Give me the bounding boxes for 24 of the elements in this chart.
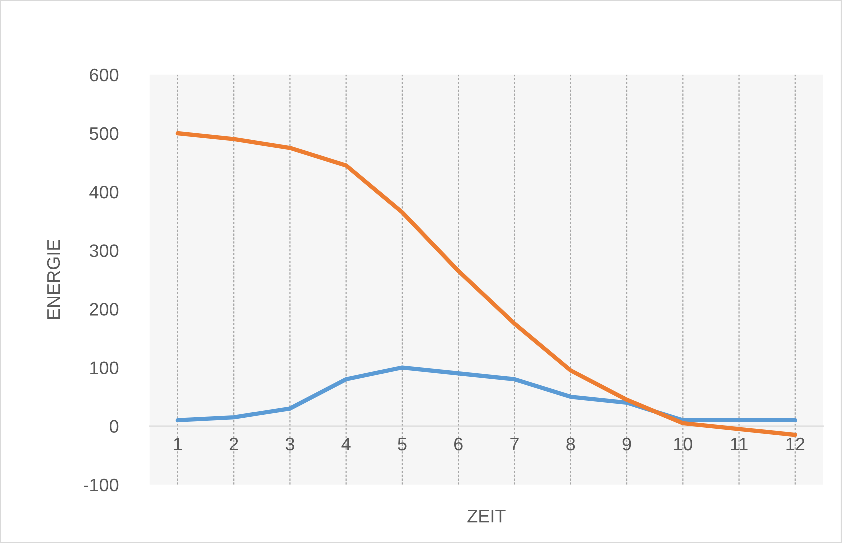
x-tick-label: 10 (674, 438, 692, 451)
x-tick-label: 6 (454, 438, 463, 451)
x-tick-label: 9 (622, 438, 632, 451)
line-series (176, 131, 798, 438)
x-axis-title: ZEIT (468, 510, 506, 523)
y-tick-label: 100 (90, 362, 119, 374)
line-series (176, 366, 798, 423)
x-tick-label: 7 (510, 438, 519, 451)
x-tick-label: 12 (786, 438, 805, 451)
y-tick-label: 200 (90, 303, 119, 316)
x-tick-label: 1 (174, 438, 182, 451)
y-tick-label: 500 (90, 127, 119, 140)
y-tick-label: 300 (90, 244, 119, 258)
x-tick-label: 5 (398, 438, 407, 451)
x-tick-label: 11 (731, 438, 748, 451)
x-tick-label: 8 (566, 438, 576, 451)
y-tick-label: 600 (90, 68, 119, 82)
y-tick-label: -100 (84, 478, 119, 492)
x-tick-label: 3 (286, 438, 294, 451)
x-tick-label: 2 (230, 438, 238, 451)
y-axis-title: ENERGIE (47, 240, 60, 320)
y-tick-label: 0 (110, 420, 119, 434)
y-tick-label: 400 (90, 186, 119, 199)
x-tick-label: 4 (342, 438, 351, 451)
